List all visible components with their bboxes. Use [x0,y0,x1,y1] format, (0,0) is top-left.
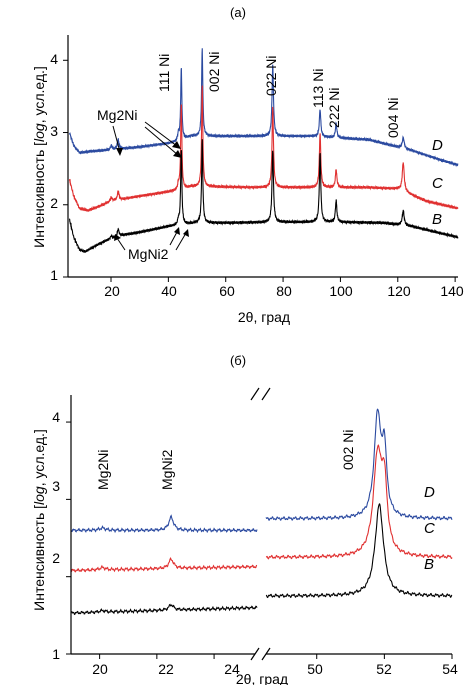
curve-label-b: B [432,211,442,228]
mgni2-arrowhead [183,229,189,237]
mgni2-arrowhead [174,227,180,235]
series-D-line-right [265,408,453,521]
peak-label-222: 222 Ni [326,88,342,128]
panel-b-xtick-label: 54 [442,661,458,677]
panel-b-xtick-label: 52 [376,661,392,677]
curve-label-c-b: C [424,520,435,537]
phase-label-mg2ni-b: Mg2Ni [95,450,111,490]
series-D-line-left [70,514,258,534]
peak-label-004: 004 Ni [385,98,401,138]
panel-a-xtick-label: 60 [219,283,235,299]
panel-a-xtick-label: 20 [104,283,120,299]
series-C-line-left [70,556,258,573]
panel-a: (a) Интенсивность [log, усл.ед.] 1 2 3 4… [31,5,464,325]
peak-label-111: 111 Ni [156,54,172,92]
panel-b-ytick-label: 2 [52,550,60,566]
peak-label-022: 022 Ni [263,56,279,96]
mg2ni-arrow-line [144,126,179,156]
panel-b-xtick-label: 20 [92,661,108,677]
panel-a-xtick-label: 40 [161,283,177,299]
panel-a-xtick-label: 80 [276,283,292,299]
series-B-line-right [265,503,453,599]
panel-b-xtick-label: 50 [307,661,323,677]
panel-a-xlabel: 2θ, град [238,309,290,325]
series-B-line-left [70,603,258,616]
panel-a-ytick-label: 1 [50,267,58,283]
axis-break-mark [261,387,271,401]
panel-a-xtick-label: 100 [329,283,353,299]
panel-a-ylabel: Интенсивность [log, усл.ед.] [31,66,47,248]
series-B-line [68,139,459,253]
panel-b-ylabel: Интенсивность [log, усл.ед.] [31,429,47,611]
panel-a-curves [68,48,459,253]
curve-label-d: D [432,137,443,154]
panel-a-xtick-label: 140 [440,283,464,299]
panel-a-xtick-label: 120 [387,283,411,299]
panel-a-ticks [63,59,456,282]
mg2ni-arrowhead [116,148,123,156]
mgni2-arrow-line [169,231,178,246]
series-C-line-right [265,444,453,560]
phase-label-mgni2-b: MgNi2 [159,449,175,490]
panel-b-label: (б) [230,353,246,368]
axis-break-mark [261,647,271,661]
panel-b: (б) Интенсивность [log, усл.ед.] 1 2 3 4… [31,353,458,685]
curve-label-b-b: B [424,556,434,573]
mgni2-arrow-line [175,232,187,251]
peak-label-113: 113 Ni [310,69,326,108]
panel-b-curves [70,408,453,616]
peak-label-002: 002 Ni [206,52,222,92]
panel-b-xtick-label: 22 [158,661,174,677]
mgni2-arrow-line [116,237,126,251]
peak-label-002-b: 002 Ni [340,430,356,470]
panel-b-ytick-label: 3 [52,478,60,494]
axis-break-mark [250,647,260,661]
mg2ni-arrow-line [144,121,178,147]
series-D-line [69,48,459,168]
mgni2-arrowhead [114,234,121,241]
phase-label-mg2ni: Mg2Ni [97,107,137,123]
mg2ni-arrowhead [173,150,182,158]
mg2ni-arrow-line [112,125,121,153]
mg2ni-arrowhead [172,141,181,149]
panel-b-xtick-label: 24 [224,661,240,677]
panel-b-ytick-label: 4 [52,409,60,425]
panel-b-ticks [66,421,453,659]
panel-a-ytick-label: 3 [50,123,58,139]
curve-label-c: C [432,175,443,192]
panel-a-ytick-label: 4 [50,51,58,67]
axis-break-mark [250,387,260,401]
curve-label-d-b: D [424,484,435,501]
series-C-line [68,85,459,213]
panel-b-ytick-label: 1 [52,646,60,662]
phase-label-mgni2: MgNi2 [128,246,169,262]
panel-b-xlabel: 2θ, град [236,671,288,685]
panel-a-label: (a) [230,5,246,20]
panel-a-ytick-label: 2 [50,195,58,211]
